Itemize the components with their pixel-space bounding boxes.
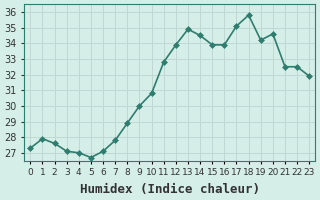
X-axis label: Humidex (Indice chaleur): Humidex (Indice chaleur) (80, 183, 260, 196)
